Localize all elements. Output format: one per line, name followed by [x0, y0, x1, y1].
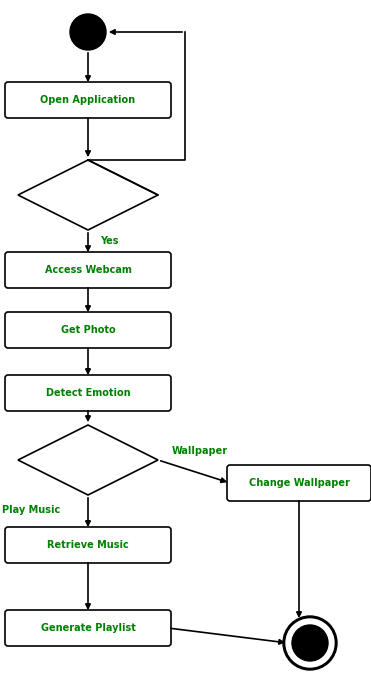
Text: Change Wallpaper: Change Wallpaper — [249, 478, 349, 488]
Text: Retrieve Music: Retrieve Music — [47, 540, 129, 550]
Text: Wallpaper: Wallpaper — [172, 446, 228, 456]
FancyBboxPatch shape — [5, 610, 171, 646]
Text: Open Application: Open Application — [40, 95, 135, 105]
FancyBboxPatch shape — [5, 252, 171, 288]
FancyBboxPatch shape — [227, 465, 371, 501]
Polygon shape — [18, 425, 158, 495]
Text: Play Music: Play Music — [2, 505, 60, 515]
Text: Yes: Yes — [100, 236, 118, 246]
Text: Detect Emotion: Detect Emotion — [46, 388, 130, 398]
Circle shape — [283, 616, 337, 670]
FancyBboxPatch shape — [5, 527, 171, 563]
Circle shape — [292, 625, 328, 661]
FancyBboxPatch shape — [5, 312, 171, 348]
Circle shape — [70, 14, 106, 50]
Text: Get Photo: Get Photo — [61, 325, 115, 335]
FancyBboxPatch shape — [5, 375, 171, 411]
Circle shape — [286, 619, 334, 667]
Text: Access Webcam: Access Webcam — [45, 265, 131, 275]
Polygon shape — [18, 160, 158, 230]
Text: Generate Playlist: Generate Playlist — [40, 623, 135, 633]
FancyBboxPatch shape — [5, 82, 171, 118]
